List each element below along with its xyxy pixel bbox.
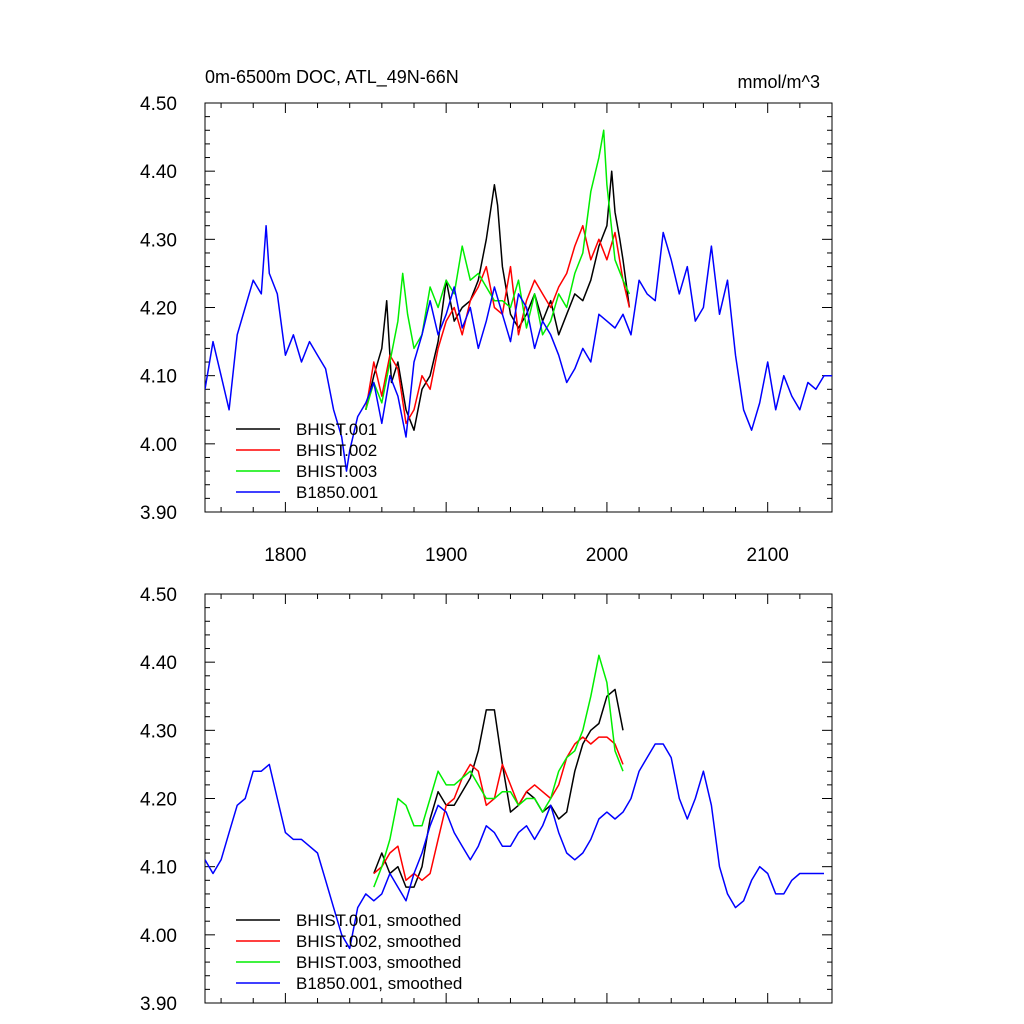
x-tick-label: 2000 [586,545,628,566]
x-tick-label: 1900 [425,545,467,566]
y-tick-label: 4.20 [140,299,177,320]
y-tick-label: 4.50 [140,585,177,606]
x-tick-label: 1800 [264,545,306,566]
y-tick-label: 4.20 [140,790,177,811]
legend-label: BHIST.002 [296,441,377,460]
units-label: mmol/m^3 [738,72,820,92]
y-tick-label: 4.00 [140,435,177,456]
series-line-bhist-003-smoothed [373,654,624,888]
legend-label: BHIST.001, smoothed [296,911,461,930]
bottom-panel: 3.90 4.00 4.10 4.20 4.30 4.40 4.50 BHIST.001, s… [140,585,833,1015]
legend-label: BHIST.001 [296,420,377,439]
y-tick-label: 4.30 [140,721,177,742]
y-tick-label: 4.40 [140,653,177,674]
y-tick-label: 4.40 [140,162,177,183]
y-tick-label: 4.00 [140,926,177,947]
legend-label: BHIST.003, smoothed [296,953,461,972]
y-tick-label: 4.30 [140,230,177,251]
legend-label: BHIST.002, smoothed [296,932,461,951]
top-panel: 0m-6500m DOC, ATL_49N-66N mmol/m^3 3.90 4… [140,67,833,566]
x-tick-label: 2100 [747,545,789,566]
series-line-b1850-001 [205,224,832,472]
y-tick-label: 3.90 [140,503,177,524]
legend-label: B1850.001 [296,483,378,502]
y-tick-label: 3.90 [140,994,177,1015]
y-tick-label: 4.10 [140,858,177,879]
y-tick-label: 4.50 [140,94,177,115]
series-line-b1850-001-smoothed [205,743,824,950]
series-line-bhist-001 [365,170,631,431]
series-line-bhist-001-smoothed [373,688,624,888]
series-line-bhist-003 [365,129,631,411]
legend-label: BHIST.003 [296,462,377,481]
series-line-bhist-002-smoothed [373,736,624,882]
chart-title: 0m-6500m DOC, ATL_49N-66N [205,67,459,88]
series-line-bhist-002 [365,224,631,425]
y-tick-label: 4.10 [140,367,177,388]
legend-label: B1850.001, smoothed [296,974,462,993]
